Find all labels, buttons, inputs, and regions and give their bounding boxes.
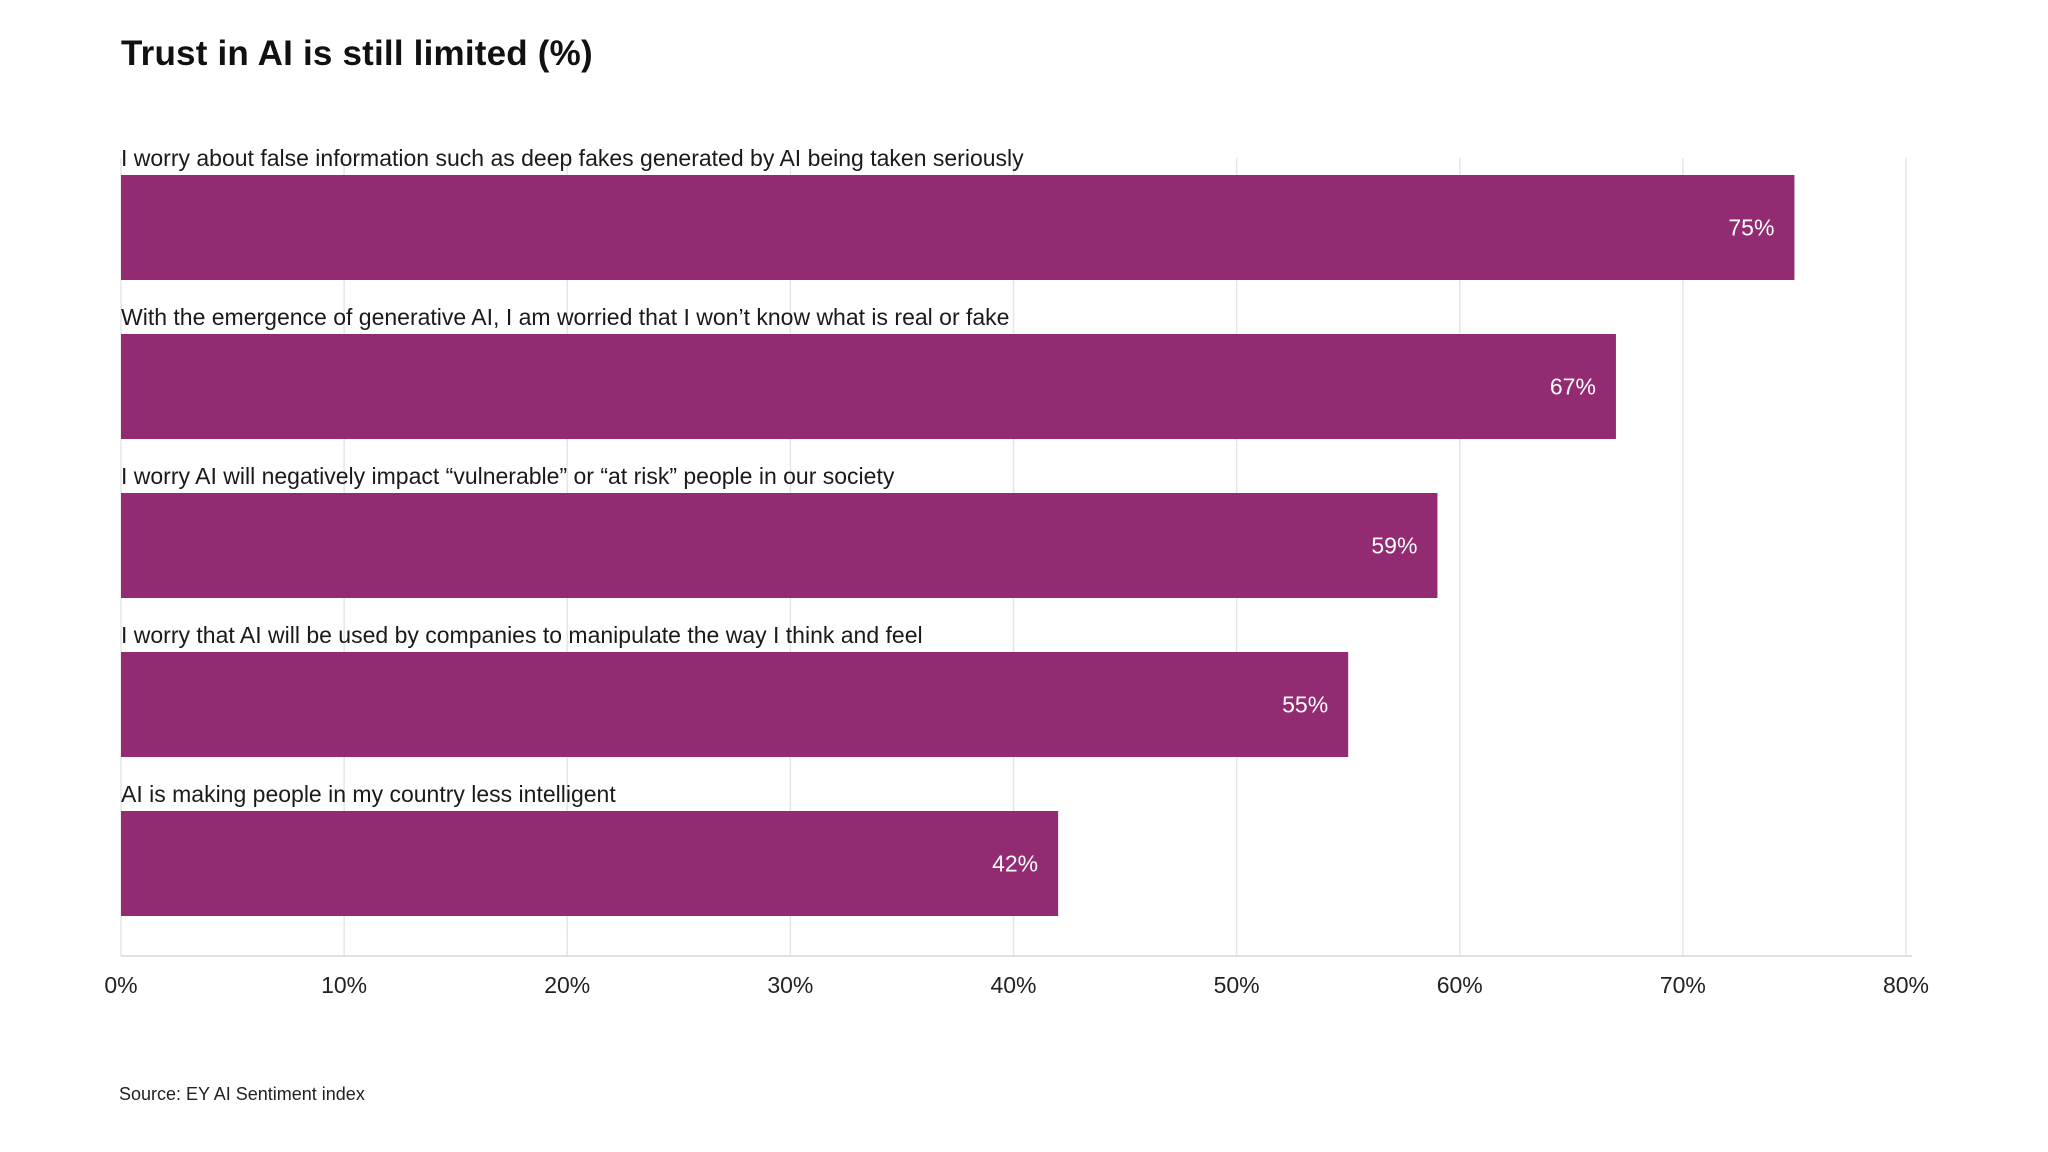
category-label: AI is making people in my country less i… xyxy=(121,781,616,807)
chart-title: Trust in AI is still limited (%) xyxy=(121,34,593,73)
bar-value-label: 59% xyxy=(1371,533,1417,559)
x-tick-label: 60% xyxy=(1437,972,1483,998)
bar-value-label: 42% xyxy=(992,851,1038,877)
x-tick-label: 10% xyxy=(321,972,367,998)
x-axis: 0% 10% 20% 30% 40% 50% 60% 70% 80% xyxy=(104,955,1929,998)
category-label: I worry that AI will be used by companie… xyxy=(121,622,923,648)
bar xyxy=(121,652,1349,757)
bar-value-label: 55% xyxy=(1282,692,1328,718)
bars: I worry about false information such as … xyxy=(121,145,1795,916)
x-tick-label: 70% xyxy=(1660,972,1706,998)
x-tick-label: 30% xyxy=(767,972,813,998)
x-tick-label: 20% xyxy=(544,972,590,998)
bar xyxy=(121,811,1059,916)
bar-value-label: 75% xyxy=(1728,215,1774,241)
bar xyxy=(121,175,1795,280)
bar xyxy=(121,334,1616,439)
category-label: With the emergence of generative AI, I a… xyxy=(121,304,1009,330)
bar-value-label: 67% xyxy=(1550,374,1596,400)
bar xyxy=(121,493,1438,598)
category-label: I worry about false information such as … xyxy=(121,145,1024,171)
category-label: I worry AI will negatively impact “vulne… xyxy=(121,463,895,489)
x-tick-label: 40% xyxy=(990,972,1036,998)
x-tick-label: 80% xyxy=(1883,972,1929,998)
source-note: Source: EY AI Sentiment index xyxy=(119,1084,365,1104)
x-tick-label: 50% xyxy=(1214,972,1260,998)
x-tick-label: 0% xyxy=(104,972,137,998)
